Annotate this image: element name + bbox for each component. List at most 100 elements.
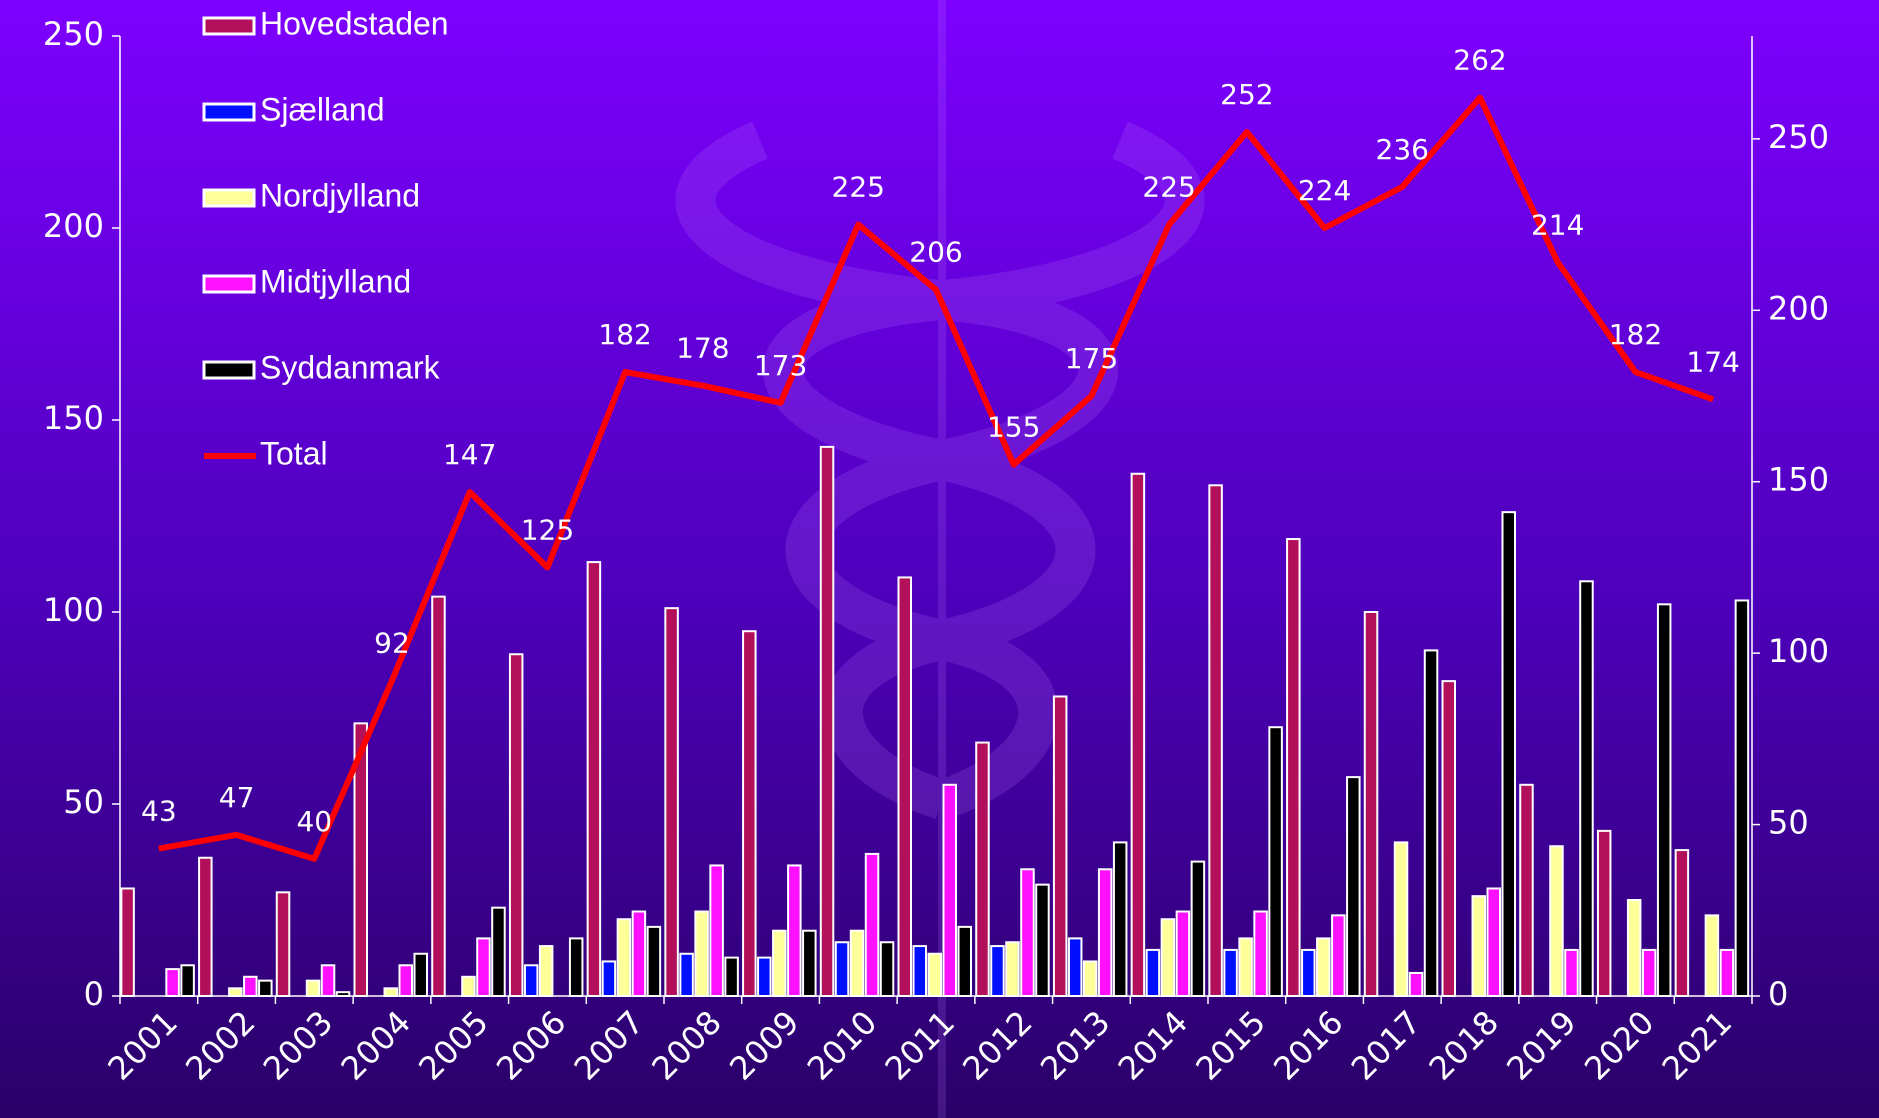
y2-tick-label: 50 <box>1768 804 1809 842</box>
bar <box>1365 612 1378 996</box>
bar <box>1706 915 1719 996</box>
bar <box>1239 938 1252 996</box>
bar <box>633 912 646 996</box>
bar <box>277 892 290 996</box>
bar <box>1628 900 1641 996</box>
legend-label: Syddanmark <box>260 349 441 385</box>
bar <box>1192 862 1205 996</box>
bar <box>866 854 879 996</box>
bar <box>1114 842 1127 996</box>
bar <box>1317 938 1330 996</box>
bar <box>1254 912 1267 996</box>
bar <box>1580 581 1593 996</box>
bar <box>244 977 256 996</box>
data-label: 47 <box>219 781 255 814</box>
bar <box>1676 850 1689 996</box>
bar <box>836 942 849 996</box>
legend-label: Sjælland <box>260 91 385 127</box>
bar <box>400 965 413 996</box>
bar <box>1021 869 1034 996</box>
data-label: 43 <box>141 795 177 828</box>
bar <box>1287 539 1300 996</box>
y-tick-label: 250 <box>43 15 104 53</box>
bar <box>603 961 616 996</box>
data-label: 40 <box>296 805 332 838</box>
bar <box>851 931 864 996</box>
bar <box>710 865 723 996</box>
data-label: 214 <box>1531 208 1584 241</box>
bar <box>929 954 942 996</box>
bar <box>944 785 957 996</box>
y2-tick-label: 250 <box>1768 118 1829 156</box>
bar <box>385 988 398 996</box>
legend-label: Hovedstaden <box>260 5 449 41</box>
bar <box>881 942 894 996</box>
bar <box>1069 938 1082 996</box>
bar <box>959 927 972 996</box>
bar <box>821 447 834 996</box>
data-label: 173 <box>754 349 807 382</box>
data-label: 182 <box>598 318 651 351</box>
bar <box>1347 777 1360 996</box>
bar <box>432 597 445 996</box>
y-tick-label: 150 <box>43 399 104 437</box>
legend-swatch <box>204 190 254 206</box>
bar <box>1162 919 1175 996</box>
page: 0501001502002500501001502002502001200220… <box>0 0 1879 1118</box>
y2-tick-label: 200 <box>1768 289 1829 327</box>
bar <box>1643 950 1656 996</box>
bar <box>259 981 272 996</box>
bar <box>1147 950 1160 996</box>
data-label: 174 <box>1686 345 1739 378</box>
bar <box>1054 696 1067 996</box>
bar <box>1736 600 1749 996</box>
bar <box>695 912 708 996</box>
y2-tick-label: 150 <box>1768 461 1829 499</box>
bar <box>1224 950 1237 996</box>
y2-tick-label: 0 <box>1768 975 1788 1013</box>
bar <box>899 577 912 996</box>
data-label: 178 <box>676 332 729 365</box>
bar <box>1473 896 1486 996</box>
bar <box>665 608 678 996</box>
bar <box>1395 842 1408 996</box>
bar <box>1565 950 1578 996</box>
data-label: 92 <box>374 627 410 660</box>
bar <box>1332 915 1345 996</box>
data-label: 155 <box>987 411 1040 444</box>
bar <box>1302 950 1315 996</box>
bar <box>322 965 335 996</box>
bar <box>991 946 1004 996</box>
data-label: 206 <box>909 236 962 269</box>
chart: 0501001502002500501001502002502001200220… <box>0 0 1879 1118</box>
bar <box>976 743 989 996</box>
bar <box>1084 961 1097 996</box>
legend-swatch <box>204 18 254 34</box>
bar <box>199 858 212 996</box>
bar <box>1269 727 1282 996</box>
bar <box>788 865 801 996</box>
bar <box>743 631 756 996</box>
bar <box>588 562 601 996</box>
bar <box>803 931 816 996</box>
bar <box>525 965 538 996</box>
data-label: 175 <box>1065 342 1118 375</box>
data-label: 147 <box>443 438 496 471</box>
bar <box>1099 869 1112 996</box>
bar <box>773 931 786 996</box>
data-label: 225 <box>1142 171 1195 204</box>
bar <box>1520 785 1533 996</box>
y-tick-label: 0 <box>84 975 104 1013</box>
bar <box>758 958 771 996</box>
bar <box>914 946 927 996</box>
legend-label: Total <box>260 435 328 471</box>
data-label: 224 <box>1298 174 1351 207</box>
bar <box>1488 888 1501 996</box>
bar <box>1721 950 1734 996</box>
data-label: 252 <box>1220 78 1273 111</box>
bar <box>510 654 523 996</box>
bar <box>337 992 350 996</box>
bar <box>1658 604 1671 996</box>
y-tick-label: 100 <box>43 591 104 629</box>
bar <box>181 965 194 996</box>
